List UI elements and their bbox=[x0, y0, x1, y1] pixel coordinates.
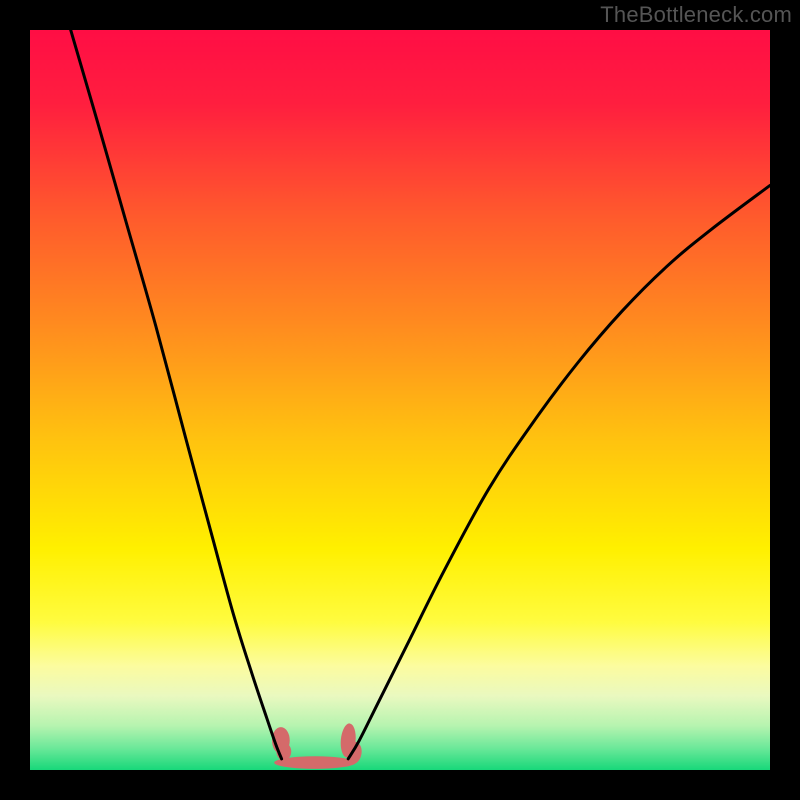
watermark-text: TheBottleneck.com bbox=[600, 2, 792, 28]
right-curve bbox=[348, 185, 770, 759]
optimal-zone bbox=[272, 723, 363, 769]
plot-area bbox=[30, 30, 770, 770]
left-curve bbox=[71, 30, 282, 759]
curve-overlay bbox=[30, 30, 770, 770]
chart-container: TheBottleneck.com bbox=[0, 0, 800, 800]
